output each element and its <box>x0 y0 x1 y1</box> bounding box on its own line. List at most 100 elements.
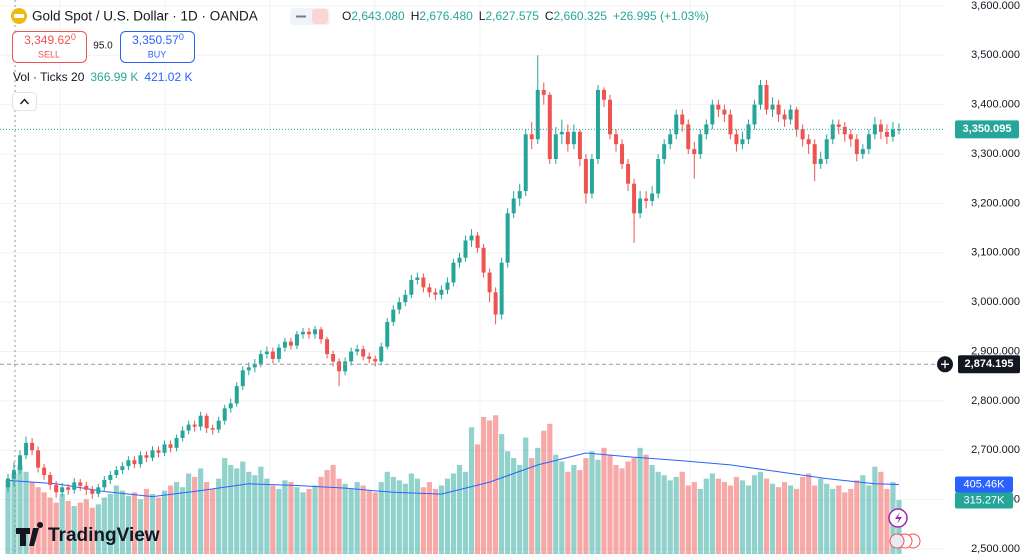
candle-body <box>734 134 739 145</box>
volume-bar <box>101 497 107 554</box>
volume-bar <box>47 497 53 554</box>
candle-body <box>746 124 751 140</box>
volume-bar <box>23 471 29 554</box>
volume-bar <box>854 480 860 554</box>
symbol-icon-bar <box>14 14 24 18</box>
volume-bar <box>462 471 469 554</box>
candle-body <box>463 240 468 258</box>
candle-body <box>252 363 257 368</box>
volume-bar <box>131 492 138 554</box>
candle-body <box>583 158 588 194</box>
candle-body <box>132 460 137 465</box>
volume-bar <box>312 485 318 554</box>
collapse-icon <box>19 98 30 105</box>
buy-price: 3,350.570 <box>132 32 184 47</box>
candle-body <box>222 408 227 421</box>
candle-body <box>499 262 504 315</box>
volume-bar <box>697 488 703 554</box>
candle-body <box>475 235 480 248</box>
volume-bar <box>258 466 264 554</box>
volume-bar <box>487 420 493 554</box>
candle-body <box>343 361 348 372</box>
candle-body <box>854 139 859 155</box>
volume-last-box <box>955 492 1013 509</box>
candle-body <box>276 347 281 359</box>
candle-body <box>36 450 41 468</box>
candle-body <box>764 84 769 110</box>
candle-body <box>385 321 390 347</box>
volume-bar <box>673 476 679 554</box>
volume-bar <box>444 478 451 554</box>
candle-body <box>836 124 841 127</box>
candle-body <box>126 460 131 467</box>
ohlc-value: 2,676.480 <box>419 9 473 23</box>
volume-bar <box>17 464 23 554</box>
y-tick-label: 3,200.000 <box>971 197 1020 209</box>
volume-bar <box>625 461 631 554</box>
candle-body <box>680 114 685 125</box>
candle-body <box>78 482 83 486</box>
ohlc-key: H <box>411 9 420 23</box>
volume-bar <box>360 485 366 554</box>
candle-body <box>511 198 516 214</box>
buy-button[interactable] <box>120 31 195 63</box>
candle-body <box>644 198 649 201</box>
volume-bar <box>577 470 583 554</box>
volume-bar <box>71 506 77 554</box>
volume-bar <box>119 490 125 554</box>
candle-body <box>288 341 293 346</box>
candle-body <box>234 386 239 404</box>
volume-bar <box>270 485 276 554</box>
candle-body <box>704 124 709 135</box>
flag-icon[interactable] <box>889 533 905 549</box>
volume-bar <box>378 482 384 554</box>
volume-bar <box>354 482 360 554</box>
y-tick-label: 2,500.000 <box>971 543 1020 554</box>
candle-body <box>246 367 251 371</box>
candle-body <box>349 351 354 362</box>
collapse-button[interactable] <box>12 92 37 111</box>
volume-bar <box>161 490 168 554</box>
volume-bar <box>745 485 752 554</box>
candle-body <box>379 346 384 362</box>
candle-body <box>626 163 631 184</box>
volume-bar <box>643 454 649 554</box>
candle-body <box>487 272 492 293</box>
toggle-active[interactable] <box>312 9 328 24</box>
volume-bar <box>691 482 697 554</box>
volume-bar <box>878 471 884 554</box>
candle-body <box>860 149 865 155</box>
candle-body <box>505 213 510 263</box>
candle-body <box>403 294 408 303</box>
volume-bar <box>282 480 288 554</box>
candle-body <box>686 124 691 150</box>
candle-body <box>198 415 203 427</box>
volume-bar <box>372 492 378 554</box>
candle-body <box>186 424 191 431</box>
volume-bar <box>137 499 144 554</box>
volume-bar <box>35 487 41 554</box>
volume-bar <box>318 476 324 554</box>
candle-body <box>812 144 817 164</box>
candle-body <box>716 104 721 110</box>
volume-bar <box>29 482 35 554</box>
candle-body <box>535 89 540 140</box>
candle-body <box>710 104 715 125</box>
candle-body <box>872 124 877 135</box>
sell-button[interactable] <box>12 31 87 63</box>
volume-bar <box>607 454 613 554</box>
volume-bar <box>11 473 17 554</box>
volume-bar <box>739 480 746 554</box>
last-price-box <box>955 120 1019 139</box>
candle-body <box>794 109 799 130</box>
volume-bar <box>794 488 800 554</box>
candle-body <box>788 109 793 120</box>
candle-body <box>800 129 805 140</box>
candle-body <box>96 487 101 494</box>
candle-body <box>144 455 149 458</box>
candle-body <box>300 331 305 335</box>
volume-bar <box>565 471 571 554</box>
volume-bar <box>408 473 414 554</box>
candle-body <box>656 158 661 194</box>
